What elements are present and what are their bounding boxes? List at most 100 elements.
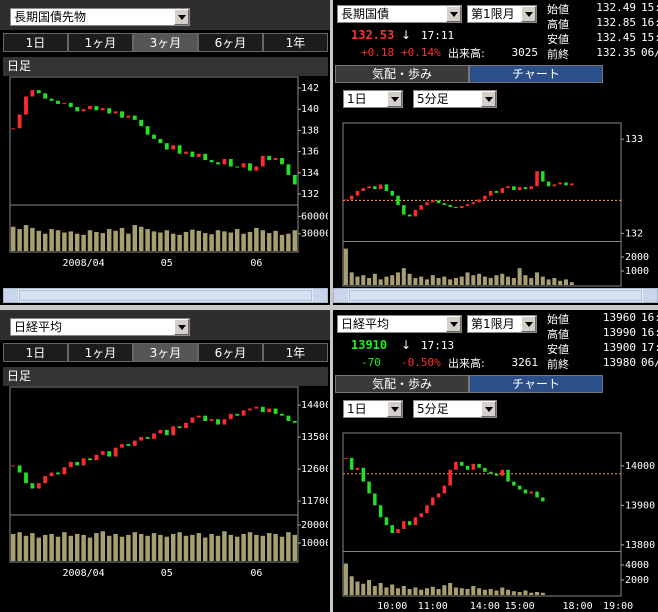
volume-bar xyxy=(106,535,112,561)
volume-bar xyxy=(209,534,214,561)
volume-tick-label: 1000 xyxy=(625,266,649,277)
quote-value: 13990 xyxy=(602,326,636,339)
volume-bar xyxy=(343,563,348,595)
quote-value: 13900 xyxy=(602,341,636,354)
price-time: 17:13 xyxy=(421,339,455,352)
view-tab[interactable]: 気配・歩み xyxy=(335,65,469,83)
period-tab[interactable]: 1ヶ月 xyxy=(68,343,133,362)
price-arrow: ↓ xyxy=(401,28,412,42)
volume-bar xyxy=(247,532,253,561)
candle xyxy=(30,90,35,97)
candle xyxy=(396,195,400,206)
candle xyxy=(384,184,389,191)
candle xyxy=(196,415,201,418)
candle xyxy=(203,415,208,421)
quote-value: 132.85 xyxy=(596,16,636,29)
volume-bar xyxy=(390,275,395,285)
candle xyxy=(113,111,118,114)
select-box[interactable]: 5分足 xyxy=(413,400,497,418)
volume-bar xyxy=(529,278,534,285)
volume-bar xyxy=(241,534,246,561)
select-arrow xyxy=(485,97,493,102)
select-box[interactable]: 長期国債 xyxy=(337,5,462,23)
candle xyxy=(248,163,252,171)
volume-bar xyxy=(506,276,511,285)
period-tab[interactable]: 1日 xyxy=(3,343,68,362)
candle xyxy=(267,155,272,161)
volume-bar xyxy=(558,280,563,285)
candle xyxy=(190,417,195,423)
volume-bar xyxy=(81,534,86,561)
volume-bar xyxy=(494,590,499,595)
period-tab[interactable]: 1ヶ月 xyxy=(68,33,133,52)
period-tab[interactable]: 1年 xyxy=(263,343,328,362)
volume-bar xyxy=(17,532,22,561)
quote-label: 始値 xyxy=(547,3,569,16)
candle xyxy=(94,106,99,111)
view-tab[interactable]: 気配・歩み xyxy=(335,375,469,393)
volume-bar xyxy=(74,534,80,561)
scroll-left[interactable] xyxy=(4,289,18,302)
select-box[interactable]: 5分足 xyxy=(413,90,497,108)
volume-bar xyxy=(534,592,540,595)
view-tab[interactable]: チャート xyxy=(469,65,603,83)
volume-bar xyxy=(511,278,516,285)
quote-value: 132.45 xyxy=(596,31,636,44)
period-tab[interactable]: 3ヶ月 xyxy=(133,33,198,52)
y-tick-label: 142 xyxy=(301,83,319,94)
volume-bar xyxy=(471,275,476,285)
scroll-thumb[interactable] xyxy=(349,290,642,301)
scroll-right[interactable] xyxy=(313,289,327,302)
candle xyxy=(355,190,360,196)
select-box[interactable]: 日経平均 xyxy=(10,318,190,336)
candle xyxy=(494,190,499,193)
candle xyxy=(254,406,259,409)
volume-bar xyxy=(202,233,208,251)
period-tab[interactable]: 6ヶ月 xyxy=(198,343,263,362)
volume-bar xyxy=(372,273,377,285)
volume-bar xyxy=(113,230,118,251)
candle xyxy=(344,199,348,201)
scroll-left[interactable] xyxy=(334,289,348,302)
candle xyxy=(36,483,41,489)
candle xyxy=(190,151,195,157)
y-tick-label: 134 xyxy=(301,168,319,179)
candle xyxy=(273,408,278,414)
select-arrow xyxy=(525,322,533,327)
period-tab[interactable]: 1年 xyxy=(263,33,328,52)
candle xyxy=(228,413,233,420)
select-box[interactable]: 長期国債先物 xyxy=(10,8,190,26)
period-tab[interactable]: 1日 xyxy=(3,33,68,52)
volume-bar xyxy=(177,234,182,251)
volume-bar xyxy=(10,226,16,251)
scroll-right[interactable] xyxy=(643,289,657,302)
volume-bar xyxy=(343,248,348,285)
candle xyxy=(184,151,188,154)
volume-bar xyxy=(367,580,372,595)
period-tab[interactable]: 6ヶ月 xyxy=(198,33,263,52)
candle xyxy=(100,108,105,111)
select-box[interactable]: 日経平均 xyxy=(337,315,462,333)
candle xyxy=(436,493,441,498)
y-tick-label: 140 xyxy=(301,104,319,115)
view-tab[interactable]: チャート xyxy=(469,375,603,393)
select-box[interactable]: 第1限月 xyxy=(467,5,537,23)
y-tick-label: 14000 xyxy=(625,461,655,472)
candle xyxy=(384,517,389,526)
candle xyxy=(494,473,499,476)
candle xyxy=(248,408,252,411)
candle xyxy=(454,461,458,470)
volume-bar xyxy=(361,583,366,595)
volume-bar xyxy=(177,532,182,561)
candle xyxy=(126,115,131,118)
volume-bar xyxy=(401,586,406,595)
candle xyxy=(113,447,118,457)
volume-bar xyxy=(482,589,487,595)
select-box[interactable]: 第1限月 xyxy=(467,315,537,333)
volume-bar xyxy=(49,229,54,251)
scroll-thumb[interactable] xyxy=(19,290,312,301)
x-tick-label: 05 xyxy=(161,568,173,579)
period-tab[interactable]: 3ヶ月 xyxy=(133,343,198,362)
volume-bar xyxy=(465,272,470,285)
volume-bar xyxy=(68,231,74,251)
